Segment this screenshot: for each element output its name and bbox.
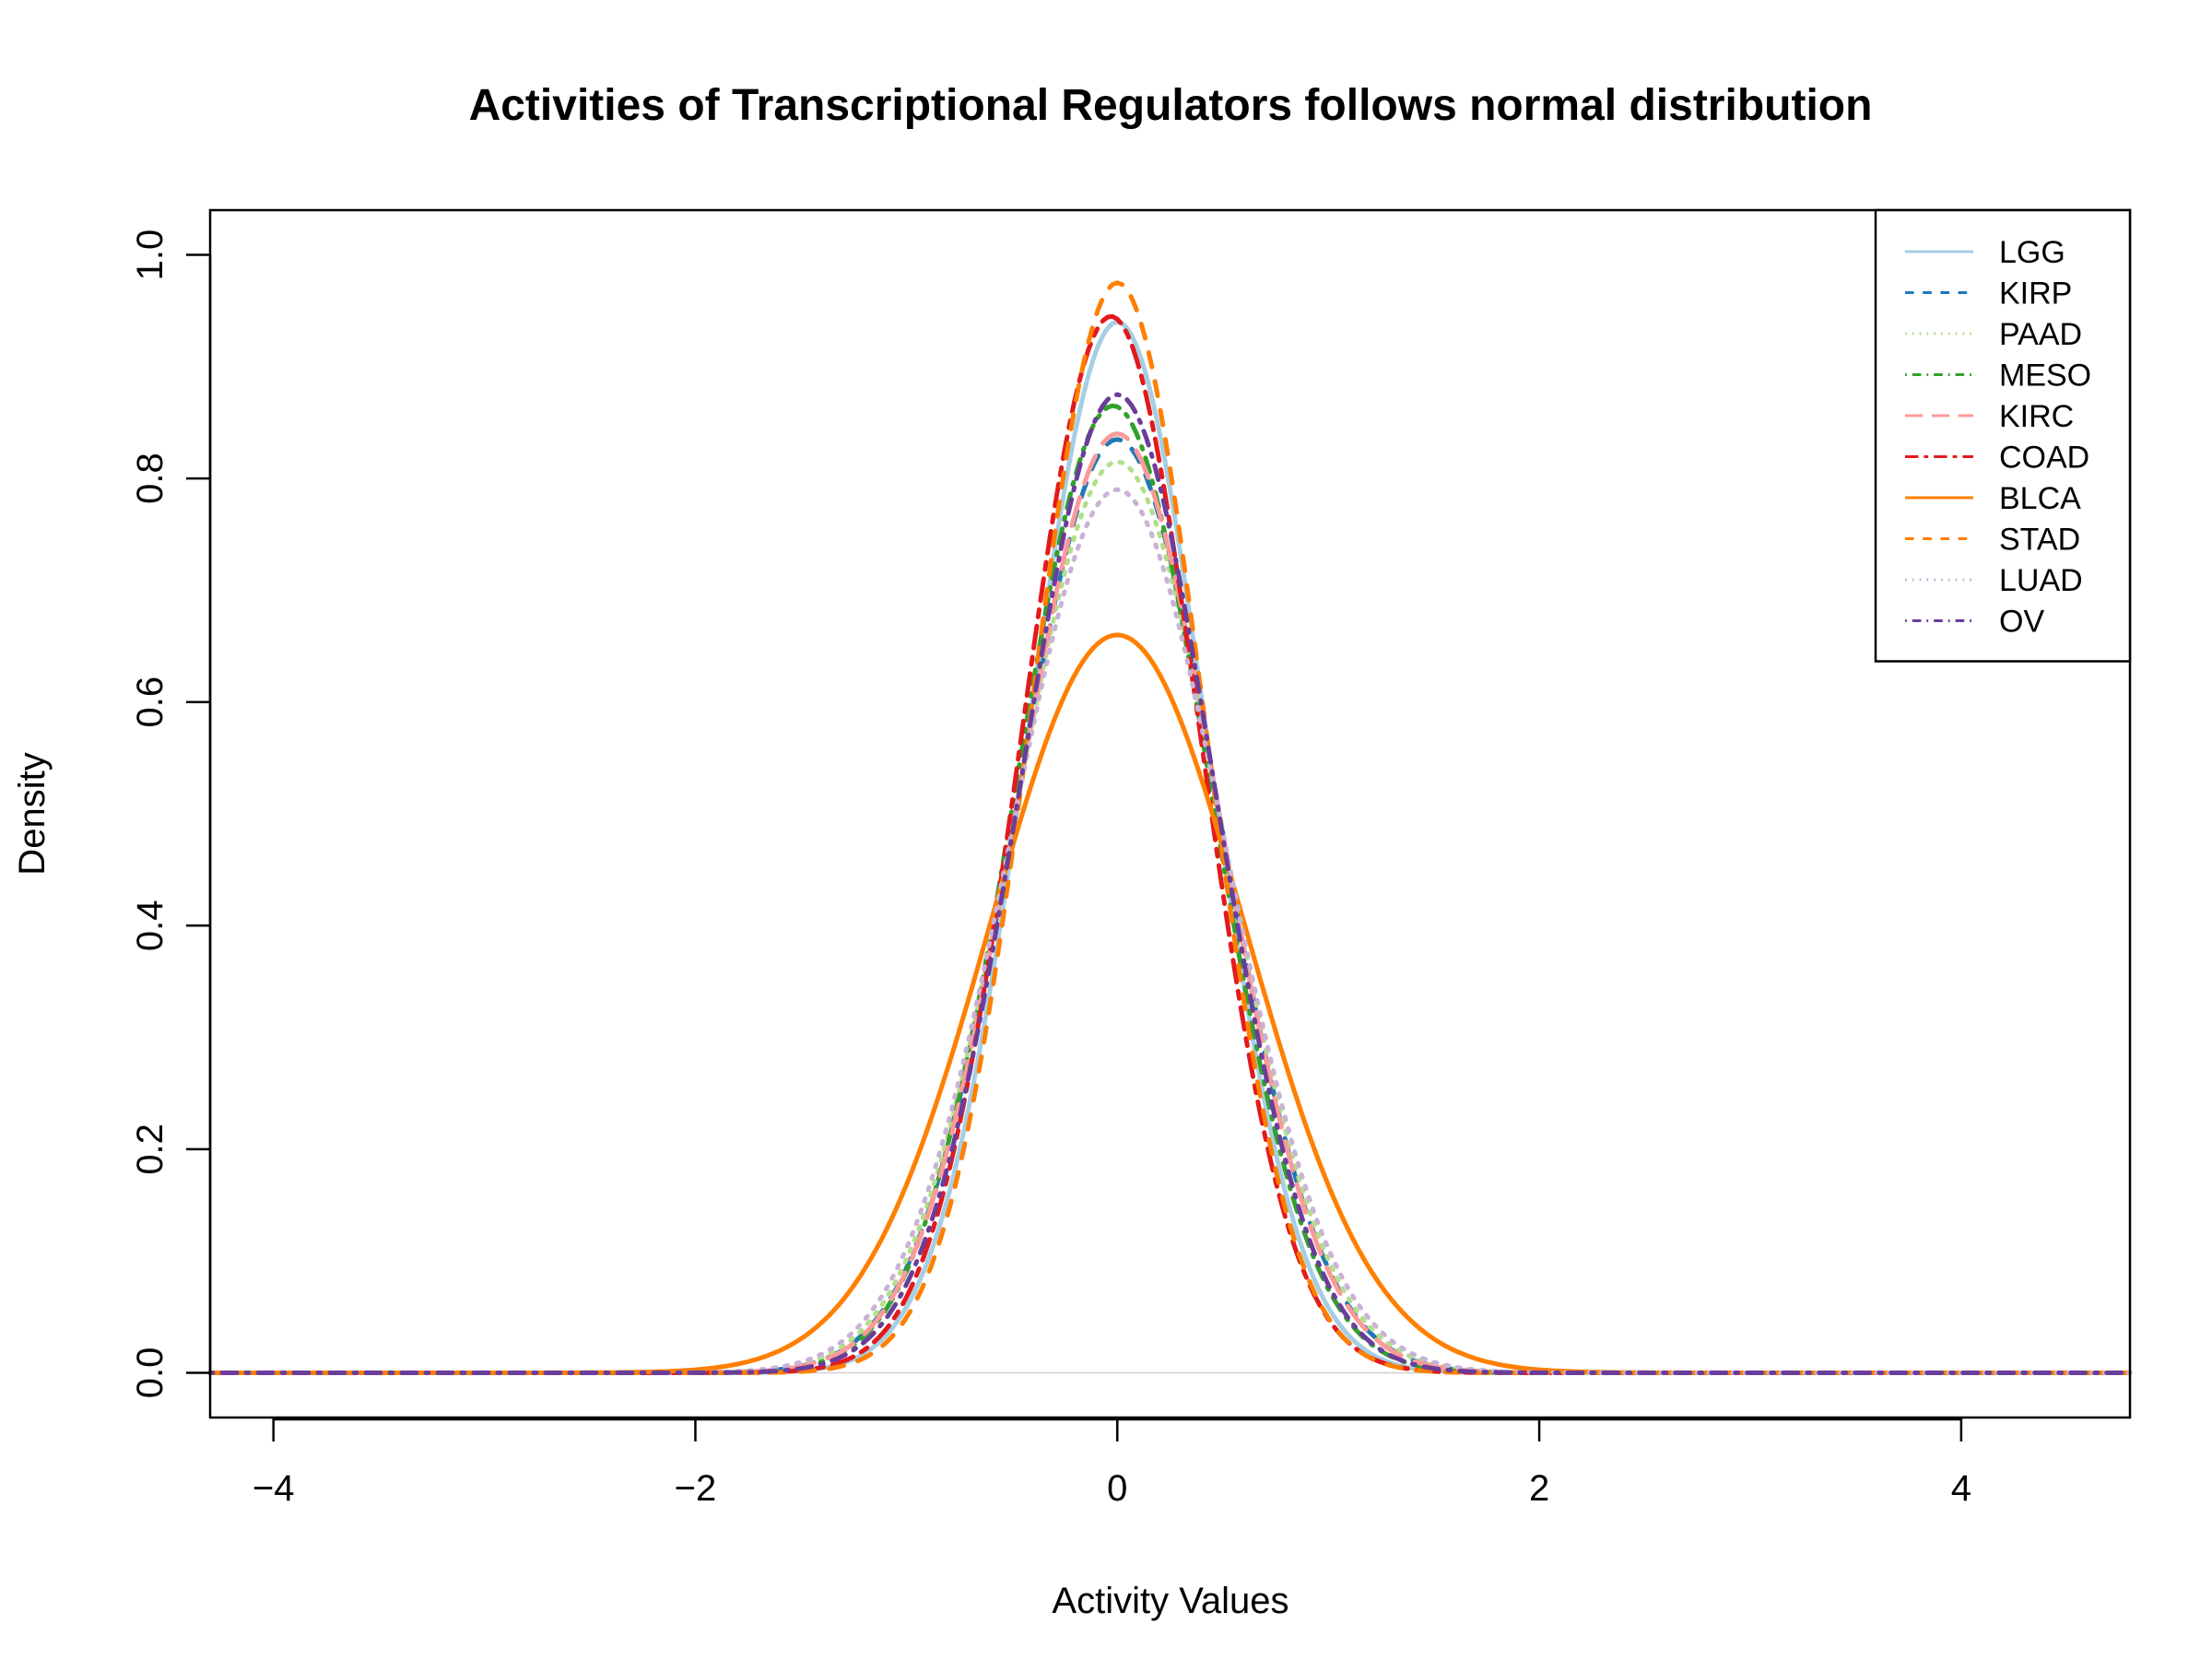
y-tick-label: 1.0: [130, 229, 171, 281]
legend-label-coad: COAD: [1999, 441, 2089, 476]
plot-frame: [208, 208, 2132, 1419]
x-tick-label: −2: [675, 1468, 717, 1509]
y-tick-label: 0.4: [130, 900, 171, 951]
series-line-luad: [207, 487, 2133, 1375]
legend-label-ov: OV: [1999, 605, 2044, 640]
y-tick-label: 0.8: [130, 453, 171, 504]
x-axis: −4 −2 0 2 4: [253, 1418, 1971, 1509]
plot-area: [207, 280, 2133, 1375]
x-tick-label: 2: [1529, 1468, 1549, 1509]
x-tick-label: 4: [1951, 1468, 1971, 1509]
legend-label-kirc: KIRC: [1999, 399, 2074, 434]
series-line-ov: [207, 392, 2133, 1375]
y-axis-label: Density: [12, 752, 53, 875]
chart-title: Activities of Transcriptional Regulators…: [469, 81, 1873, 130]
legend: LGG KIRP PAAD MESO KIRC COAD BLCA STAD LUAD OV: [1874, 208, 2132, 663]
series-line-paad: [207, 459, 2133, 1375]
legend-label-blca: BLCA: [1999, 481, 2081, 516]
y-tick-label: 0.0: [130, 1347, 171, 1399]
y-tick-label: 0.6: [130, 677, 171, 728]
y-axis: 0.0 0.2 0.4 0.6 0.8 1.0: [130, 229, 212, 1399]
legend-label-kirp: KIRP: [1999, 276, 2072, 312]
legend-box: [1874, 208, 2132, 663]
legend-label-luad: LUAD: [1999, 563, 2083, 598]
legend-label-meso: MESO: [1999, 359, 2091, 394]
legend-label-lgg: LGG: [1999, 235, 2065, 270]
x-tick-label: −4: [253, 1468, 295, 1509]
x-tick-label: 0: [1107, 1468, 1127, 1509]
series-line-stad: [207, 280, 2133, 1375]
series-line-blca: [207, 632, 2133, 1375]
y-tick-label: 0.2: [130, 1124, 171, 1175]
legend-label-paad: PAAD: [1999, 317, 2082, 352]
legend-label-stad: STAD: [1999, 523, 2080, 558]
x-axis-label: Activity Values: [1052, 1581, 1288, 1621]
series-line-kirc: [207, 431, 2133, 1375]
